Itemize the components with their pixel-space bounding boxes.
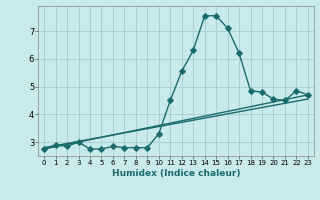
- X-axis label: Humidex (Indice chaleur): Humidex (Indice chaleur): [112, 169, 240, 178]
